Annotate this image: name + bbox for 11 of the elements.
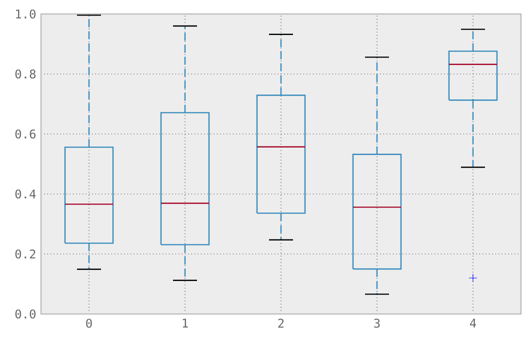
x-tick-label: 0 xyxy=(86,318,92,328)
y-tick-label: 0.6 xyxy=(15,129,36,139)
x-tick-label: 2 xyxy=(278,318,284,328)
y-tick-label: 1.0 xyxy=(16,9,36,19)
y-tick-label: 0.4 xyxy=(15,189,36,199)
y-tick-label: 0.8 xyxy=(15,69,36,79)
x-tick-label: 1 xyxy=(182,318,188,328)
x-tick-label: 4 xyxy=(470,318,476,328)
x-tick-label: 3 xyxy=(374,318,380,328)
y-tick-label: 0.2 xyxy=(15,249,36,259)
y-tick-label: 0.0 xyxy=(15,309,36,319)
